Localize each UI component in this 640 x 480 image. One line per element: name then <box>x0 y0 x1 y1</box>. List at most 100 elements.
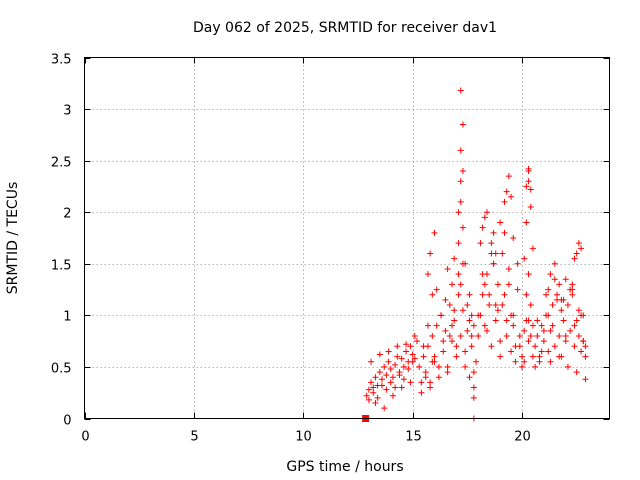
data-point <box>466 291 473 298</box>
data-point <box>582 353 589 360</box>
data-point <box>372 400 379 407</box>
data-point <box>438 312 445 319</box>
data-point <box>547 358 554 365</box>
y-tick-label: 2 <box>63 207 71 222</box>
data-point <box>363 392 370 399</box>
data-point <box>392 384 399 391</box>
y-tick-label: 3 <box>63 104 71 119</box>
data-point <box>575 240 582 247</box>
data-point <box>455 271 462 278</box>
data-point <box>403 341 410 348</box>
data-point <box>532 343 539 350</box>
data-point <box>501 291 508 298</box>
data-point <box>501 229 508 236</box>
data-point <box>431 353 438 360</box>
data-point <box>444 369 451 376</box>
data-point <box>400 376 407 383</box>
data-point <box>486 302 493 309</box>
data-point <box>473 358 480 365</box>
data-point <box>523 291 530 298</box>
data-point <box>383 386 390 393</box>
data-point <box>540 327 547 334</box>
data-point <box>494 307 501 314</box>
data-point <box>567 327 574 334</box>
data-point <box>538 348 545 355</box>
data-point <box>385 358 392 365</box>
data-point <box>488 343 495 350</box>
data-point <box>556 281 563 288</box>
data-point <box>569 281 576 288</box>
data-point <box>409 358 416 365</box>
data-point <box>560 317 567 324</box>
data-point <box>556 353 563 360</box>
data-point <box>481 322 488 329</box>
data-point <box>523 219 530 226</box>
data-point <box>516 332 523 339</box>
data-point <box>440 338 447 345</box>
data-point <box>400 363 407 370</box>
data-point <box>562 276 569 283</box>
data-point <box>492 317 499 324</box>
data-point <box>549 302 556 309</box>
data-point <box>409 351 416 358</box>
data-point <box>459 167 466 174</box>
data-point <box>462 348 469 355</box>
data-point <box>536 353 543 360</box>
data-point <box>497 353 504 360</box>
data-point <box>532 363 539 370</box>
data-point <box>527 186 534 193</box>
data-point <box>519 363 525 370</box>
data-point <box>571 255 578 262</box>
data-point <box>442 327 449 334</box>
data-point <box>508 193 515 200</box>
data-point <box>444 363 451 370</box>
data-point <box>580 338 587 345</box>
data-point <box>451 255 458 262</box>
data-point <box>457 178 464 185</box>
data-point <box>376 351 383 358</box>
data-point <box>564 363 571 370</box>
data-point <box>466 374 473 381</box>
data-point <box>523 183 530 190</box>
data-point <box>424 322 431 329</box>
x-axis-label: GPS time / hours <box>286 459 403 475</box>
data-point <box>545 348 552 355</box>
data-point <box>403 348 410 355</box>
data-point <box>527 332 534 339</box>
data-point <box>484 327 490 334</box>
data-point <box>457 281 464 288</box>
data-point <box>418 379 425 386</box>
data-point <box>525 271 532 278</box>
data-point <box>387 379 394 386</box>
data-point <box>427 379 434 386</box>
data-point <box>497 338 504 345</box>
data-point <box>444 265 451 272</box>
data-point <box>368 358 375 365</box>
data-point <box>427 250 434 257</box>
data-point <box>381 405 388 412</box>
data-point <box>449 281 455 288</box>
data-point <box>521 255 528 262</box>
data-point <box>424 271 431 278</box>
data-point <box>470 384 477 391</box>
data-point <box>455 240 462 247</box>
data-point <box>508 348 515 355</box>
data-point <box>446 302 453 309</box>
data-point <box>372 374 379 381</box>
x-tick-label: 20 <box>514 430 531 445</box>
data-points <box>362 87 589 422</box>
data-point <box>556 332 563 339</box>
y-tick-label: 0.5 <box>51 362 72 377</box>
data-point <box>527 204 534 211</box>
data-point <box>503 332 510 339</box>
data-point <box>477 240 484 247</box>
data-point <box>475 332 482 339</box>
data-point <box>578 348 585 355</box>
data-point <box>571 322 578 329</box>
data-point <box>457 198 464 205</box>
data-point <box>481 214 488 221</box>
data-point <box>435 363 442 370</box>
data-point <box>459 307 466 314</box>
data-point <box>442 296 449 303</box>
